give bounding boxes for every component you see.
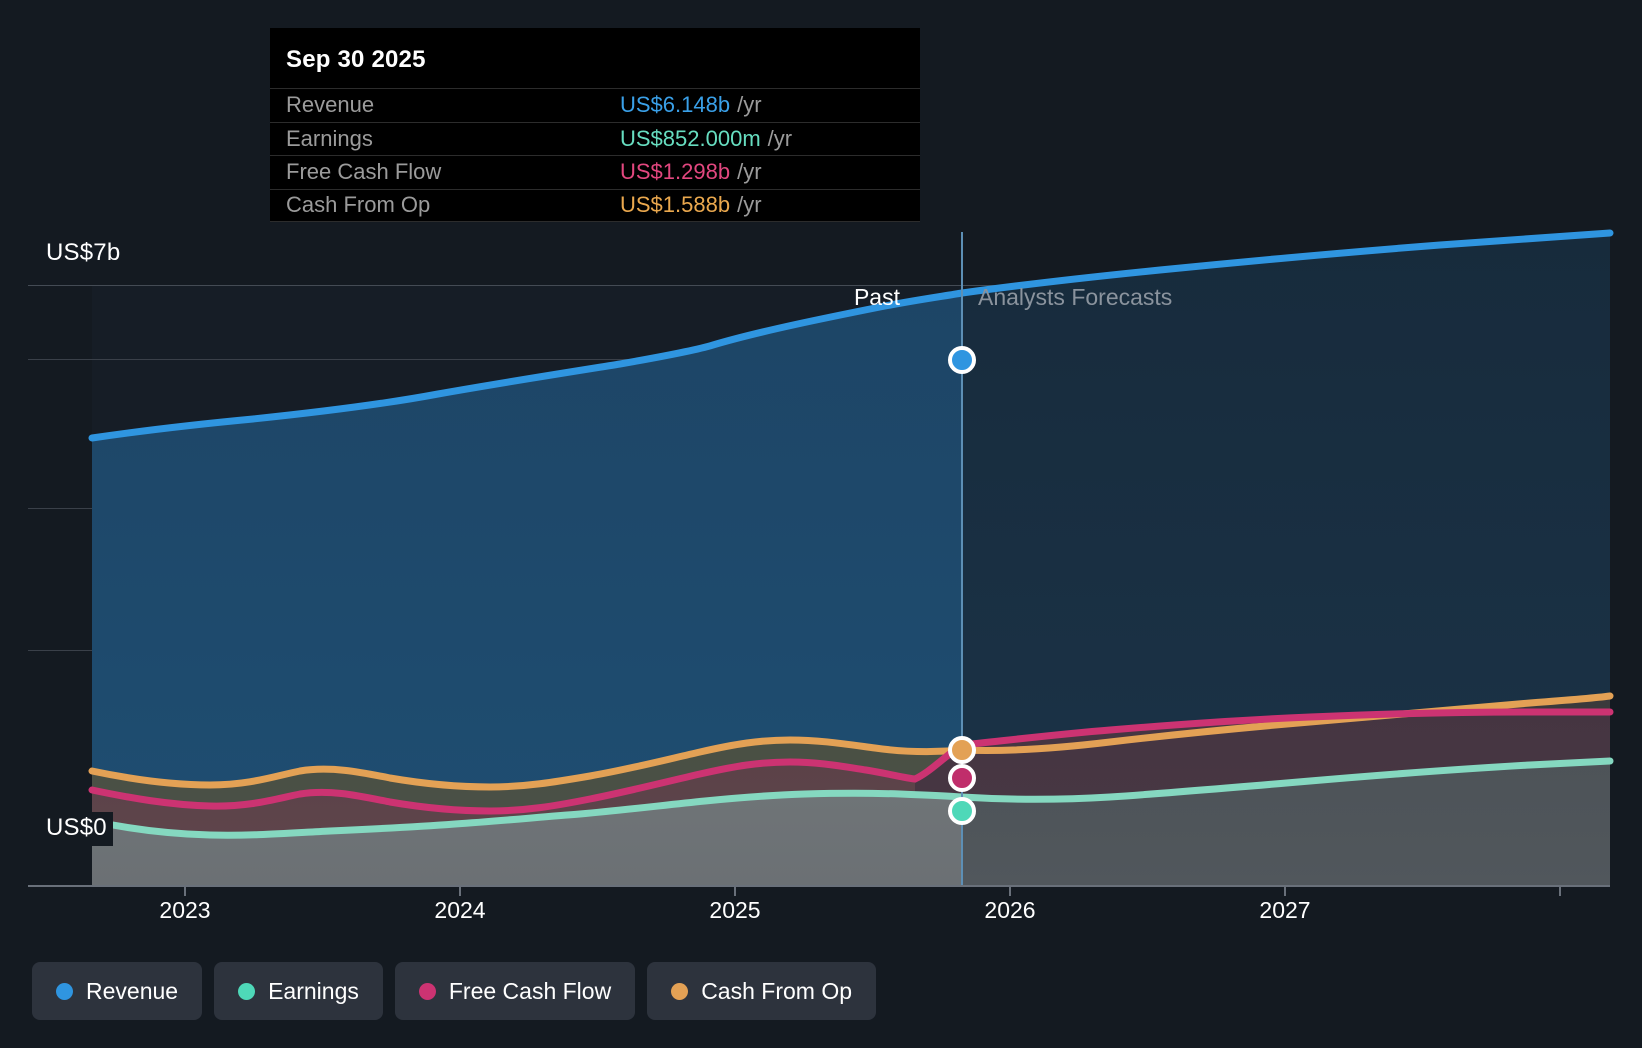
- x-axis: [28, 885, 1610, 896]
- tooltip-row-earnings: Earnings US$852.000m /yr: [270, 121, 920, 156]
- x-tick-2027: 2027: [1259, 897, 1311, 923]
- x-tick-2025: 2025: [709, 897, 761, 923]
- area-earnings-forecast: [962, 761, 1610, 885]
- series-lines: [88, 229, 1614, 839]
- x-tick-2023: 2023: [159, 897, 211, 923]
- legend-dot-cashfromop-icon: [671, 982, 689, 1000]
- area-revenue-past: [92, 293, 962, 885]
- marker-cashfromop: [948, 736, 976, 764]
- forecast-zone-label: Analysts Forecasts: [978, 284, 1173, 310]
- legend-item-freecashflow[interactable]: Free Cash Flow: [394, 962, 636, 1020]
- tooltip-unit-cashfromop: /yr: [737, 192, 762, 218]
- line-revenue: [88, 229, 1614, 442]
- x-tick-2024: 2024: [434, 897, 486, 923]
- line-cashfromop: [88, 692, 1614, 791]
- tooltip-label-cashfromop: Cash From Op: [286, 192, 431, 218]
- line-freecashflow: [88, 708, 1614, 815]
- tooltip-value-freecashflow: US$1.298b: [620, 159, 731, 185]
- chart-tooltip: Sep 30 2025 Revenue US$6.148b /yr Earnin…: [270, 28, 920, 222]
- y-axis-zero-label: US$0: [46, 812, 113, 846]
- tooltip-label-earnings: Earnings: [286, 125, 373, 151]
- legend-label-earnings: Earnings: [268, 977, 359, 1004]
- tooltip-row-cashfromop: Cash From Op US$1.588b /yr: [270, 188, 920, 222]
- line-earnings: [88, 757, 1614, 839]
- tooltip-unit-revenue: /yr: [737, 92, 762, 118]
- tooltip-value-revenue: US$6.148b: [620, 92, 731, 118]
- legend-item-earnings[interactable]: Earnings: [214, 962, 383, 1020]
- tooltip-unit-freecashflow: /yr: [737, 159, 762, 185]
- tooltip-label-revenue: Revenue: [286, 92, 375, 118]
- y-axis-top-label: US$7b: [46, 239, 121, 266]
- legend-dot-revenue-icon: [56, 982, 73, 1000]
- marker-earnings: [948, 797, 976, 825]
- tooltip-value-cashfromop: US$1.588b: [620, 192, 731, 218]
- tooltip-row-revenue: Revenue US$6.148b /yr: [270, 88, 920, 122]
- legend-item-revenue[interactable]: Revenue: [32, 962, 203, 1020]
- legend-item-cashfromop[interactable]: Cash From Op: [647, 962, 877, 1020]
- past-zone-label: Past: [853, 284, 900, 310]
- tooltip-date: Sep 30 2025: [286, 46, 426, 73]
- tooltip-unit-earnings: /yr: [767, 125, 793, 151]
- marker-freecashflow: [948, 764, 976, 792]
- highlight-markers: [948, 346, 976, 825]
- legend-label-revenue: Revenue: [86, 977, 179, 1004]
- chart-legend: Revenue Earnings Free Cash Flow Cash Fro…: [32, 962, 877, 1020]
- area-earnings-past: [92, 793, 962, 885]
- tooltip-row-freecashflow: Free Cash Flow US$1.298b /yr: [270, 155, 920, 189]
- legend-label-cashfromop: Cash From Op: [701, 977, 853, 1004]
- tooltip-label-freecashflow: Free Cash Flow: [286, 159, 442, 185]
- legend-dot-earnings-icon: [238, 982, 256, 1000]
- marker-revenue: [948, 346, 976, 374]
- legend-label-freecashflow: Free Cash Flow: [448, 977, 612, 1004]
- tooltip-value-earnings: US$852.000m: [620, 125, 761, 151]
- legend-dot-freecashflow-icon: [418, 982, 436, 1000]
- x-tick-2026: 2026: [984, 897, 1036, 923]
